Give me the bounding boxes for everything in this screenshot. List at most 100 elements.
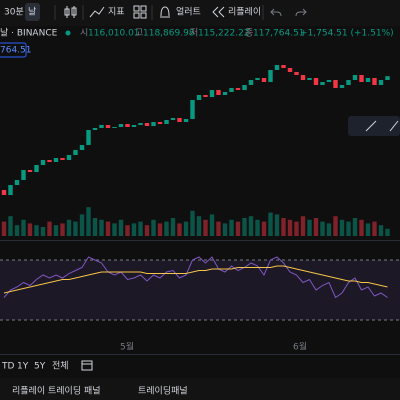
indicator-icon[interactable]	[89, 6, 105, 18]
candle	[209, 90, 215, 97]
volume-bar	[320, 221, 325, 236]
active-interval[interactable]: 날	[28, 7, 36, 18]
ohlc-value: 116,010.01	[88, 29, 140, 39]
volume-bar	[34, 225, 39, 236]
volume-bar	[339, 219, 345, 236]
trendline-tool[interactable]	[365, 120, 377, 132]
volume-bar	[326, 223, 332, 236]
alert-icon[interactable]	[160, 6, 170, 18]
candle	[177, 118, 182, 122]
volume-bar	[183, 221, 189, 236]
candle	[287, 68, 293, 72]
indicators[interactable]: 지표	[108, 7, 125, 18]
candle	[339, 85, 345, 88]
alert[interactable]: 얼러트	[176, 7, 201, 18]
calendar-icon[interactable]	[81, 360, 93, 371]
volume-bar	[47, 221, 52, 236]
range-button[interactable]: 5Y	[34, 362, 46, 372]
volume-bar	[313, 218, 319, 236]
volume-bar	[216, 221, 221, 236]
rsi-band	[0, 260, 400, 320]
candle	[235, 88, 241, 90]
candle	[203, 95, 208, 97]
candle	[300, 75, 306, 80]
candle	[261, 78, 267, 82]
volume-bar	[222, 223, 228, 236]
replay[interactable]: 리플레이	[228, 7, 261, 18]
candle-icon[interactable]	[64, 6, 77, 18]
candle	[92, 128, 98, 130]
volume-bar	[209, 214, 215, 236]
redo[interactable]	[295, 8, 307, 17]
candle	[196, 95, 202, 100]
candle	[222, 92, 228, 95]
volume-bar	[268, 212, 273, 236]
volume-bar	[372, 221, 377, 236]
ohlc-label: 시	[80, 28, 88, 39]
ohlc-value: 115,222.22	[198, 29, 250, 39]
volume-bar	[92, 218, 98, 236]
volume-bar	[1, 221, 7, 236]
volume-bar	[190, 210, 195, 236]
volume-bar	[170, 218, 176, 236]
candle	[170, 118, 176, 120]
volume-bar	[281, 218, 286, 236]
candle	[385, 76, 390, 80]
volume-bar	[8, 216, 13, 236]
price-badge-box	[0, 42, 27, 58]
volume-bar	[118, 219, 124, 236]
candle	[378, 80, 384, 85]
volume-bar	[359, 219, 364, 236]
divider	[0, 354, 400, 355]
layout-icon[interactable]	[133, 5, 147, 19]
candle	[60, 158, 65, 160]
ohlc-label: 고	[135, 29, 143, 39]
candle	[99, 125, 104, 128]
range-button[interactable]: 1Y	[17, 362, 29, 372]
candle	[105, 125, 111, 128]
volume-bar	[144, 225, 150, 236]
panel-tab[interactable]: 리플레이 트레이딩 패널	[12, 386, 101, 397]
candle	[242, 85, 247, 90]
candle	[320, 82, 325, 85]
candle	[118, 124, 124, 127]
range-button[interactable]: 전체	[52, 361, 69, 372]
drawing-toolbar	[348, 116, 400, 136]
volume-bar	[300, 216, 306, 236]
volume-bar	[151, 219, 156, 236]
ray-tool[interactable]	[389, 120, 399, 132]
candle	[333, 80, 338, 88]
panel-tab[interactable]: 트레이딩패널	[138, 386, 188, 397]
candle	[73, 150, 78, 155]
volume-bar	[255, 219, 260, 236]
volume-bar	[203, 219, 208, 236]
undo[interactable]	[270, 8, 282, 17]
volume-bar	[333, 216, 338, 236]
candle	[8, 185, 13, 195]
volume-bar	[294, 221, 299, 236]
volume-bar	[60, 223, 65, 236]
ohlc-value: 118,869.98	[143, 29, 195, 39]
interval[interactable]: 30분	[4, 7, 24, 18]
status-dot	[65, 30, 71, 36]
candle	[79, 145, 85, 150]
volume-bar	[261, 221, 267, 236]
candle	[86, 130, 91, 145]
candle	[307, 78, 312, 80]
volume-bar	[385, 228, 390, 236]
candle	[294, 72, 299, 75]
change: +1,754.51 (+1.51%)	[300, 29, 394, 39]
volume-bar	[365, 223, 371, 236]
volume-bar	[274, 214, 280, 236]
volume-bar	[53, 225, 59, 236]
candle	[274, 65, 280, 70]
volume-bar	[86, 207, 91, 236]
symbol-name: 날 · BINANCE	[0, 28, 58, 39]
candle	[125, 124, 130, 127]
volume-bar	[131, 223, 137, 236]
replay-icon[interactable]	[212, 6, 225, 18]
candle	[190, 100, 195, 119]
volume-bar	[73, 221, 78, 236]
range-button[interactable]: TD	[1, 362, 14, 372]
